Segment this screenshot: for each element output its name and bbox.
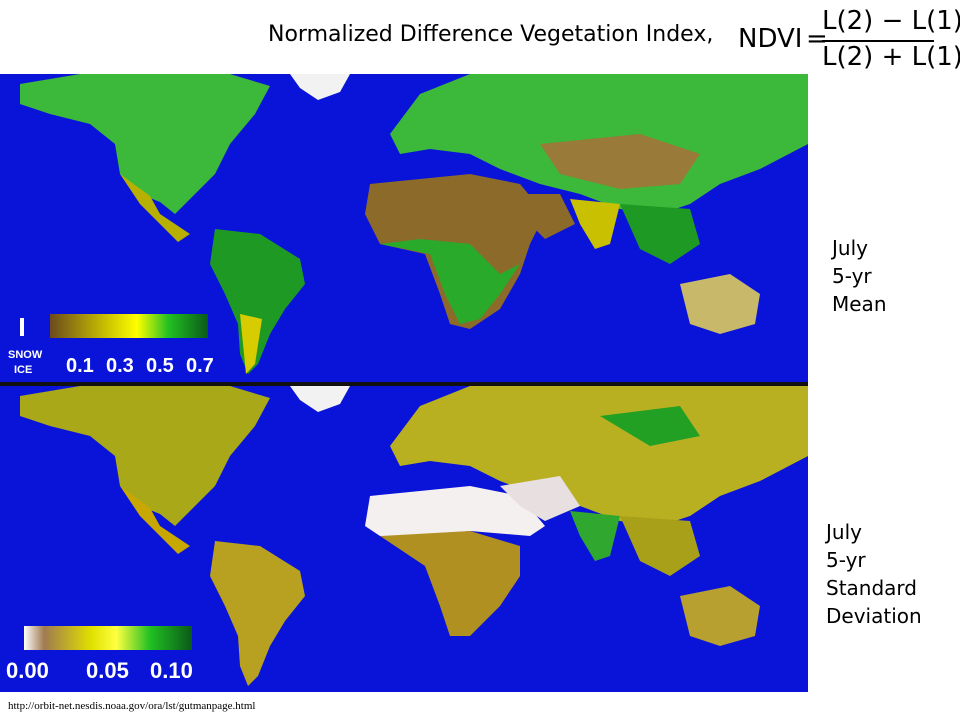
snow-ice-label-1: SNOW — [8, 349, 43, 361]
formula-numerator: L(2) − L(1) — [822, 6, 960, 36]
stddev-panel-label: July 5-yr Standard Deviation — [826, 518, 922, 630]
stddev-tick-1: 0.00 — [6, 658, 49, 683]
southeast-asia-landmass — [620, 204, 700, 264]
ndvi-mean-map: SNOW ICE 0.1 0.3 0.5 0.7 — [0, 74, 808, 382]
australia-landmass — [680, 274, 760, 334]
india-landmass-bottom — [570, 511, 620, 561]
ndvi-stddev-map: 0.00 0.05 0.10 — [0, 386, 808, 692]
snow-ice-label-2: ICE — [14, 364, 32, 376]
stddev-legend: 0.00 0.05 0.10 — [6, 626, 193, 683]
mean-label-line-1: July — [832, 236, 868, 260]
south-america-south — [240, 314, 262, 374]
stddev-label-line-3: Standard — [826, 576, 917, 600]
page-title: Normalized Difference Vegetation Index, — [268, 22, 714, 47]
mean-map-graphic: SNOW ICE 0.1 0.3 0.5 0.7 — [8, 74, 808, 377]
mean-tick-2: 0.3 — [106, 355, 134, 377]
stddev-tick-3: 0.10 — [150, 658, 193, 683]
mean-panel-label: July 5-yr Mean — [832, 234, 887, 318]
central-africa-landmass-bottom — [380, 531, 520, 636]
snow-ice-swatch — [20, 318, 24, 336]
central-africa-landmass — [380, 239, 520, 324]
mean-tick-1: 0.1 — [66, 355, 94, 377]
stddev-label-line-4: Deviation — [826, 604, 922, 628]
stddev-label-line-1: July — [826, 520, 862, 544]
india-landmass — [570, 199, 620, 249]
south-america-landmass — [210, 229, 305, 374]
central-america-landmass — [120, 174, 190, 242]
stddev-map-graphic: 0.00 0.05 0.10 — [6, 386, 808, 686]
central-america-landmass-bottom — [120, 486, 190, 554]
siberia-patch-bottom — [600, 406, 700, 446]
south-america-landmass-bottom — [210, 541, 305, 686]
north-america-landmass — [20, 74, 270, 214]
mean-legend: SNOW ICE 0.1 0.3 0.5 0.7 — [8, 314, 214, 377]
mean-label-line-2: 5-yr — [832, 264, 872, 288]
formula-denominator: L(2) + L(1) — [822, 42, 960, 72]
arabia-low-deviation — [500, 476, 580, 521]
central-asia-arid — [540, 134, 700, 189]
source-url-link[interactable]: http://orbit-net.nesdis.noaa.gov/ora/lst… — [8, 700, 256, 712]
mean-label-line-3: Mean — [832, 292, 887, 316]
stddev-label-line-2: 5-yr — [826, 548, 866, 572]
sahara-low-deviation — [365, 486, 545, 536]
arabia-landmass — [500, 194, 575, 239]
eurasia-landmass-bottom — [390, 386, 808, 526]
mean-tick-4: 0.7 — [186, 355, 214, 377]
mean-tick-3: 0.5 — [146, 355, 174, 377]
greenland-landmass — [290, 74, 350, 100]
formula-lhs: NDVI — [738, 24, 803, 54]
mean-color-scale — [50, 314, 208, 338]
formula-fraction-bar — [822, 40, 934, 42]
greenland-landmass-bottom — [290, 386, 350, 412]
southeast-asia-landmass-bottom — [620, 516, 700, 576]
australia-landmass-bottom — [680, 586, 760, 646]
stddev-tick-2: 0.05 — [86, 658, 129, 683]
map-divider — [0, 382, 808, 386]
formula-equals: = — [806, 24, 828, 54]
north-america-landmass-bottom — [20, 386, 270, 526]
stddev-color-scale — [24, 626, 192, 650]
ndvi-formula: NDVI = L(2) − L(1) L(2) + L(1) — [738, 6, 960, 72]
